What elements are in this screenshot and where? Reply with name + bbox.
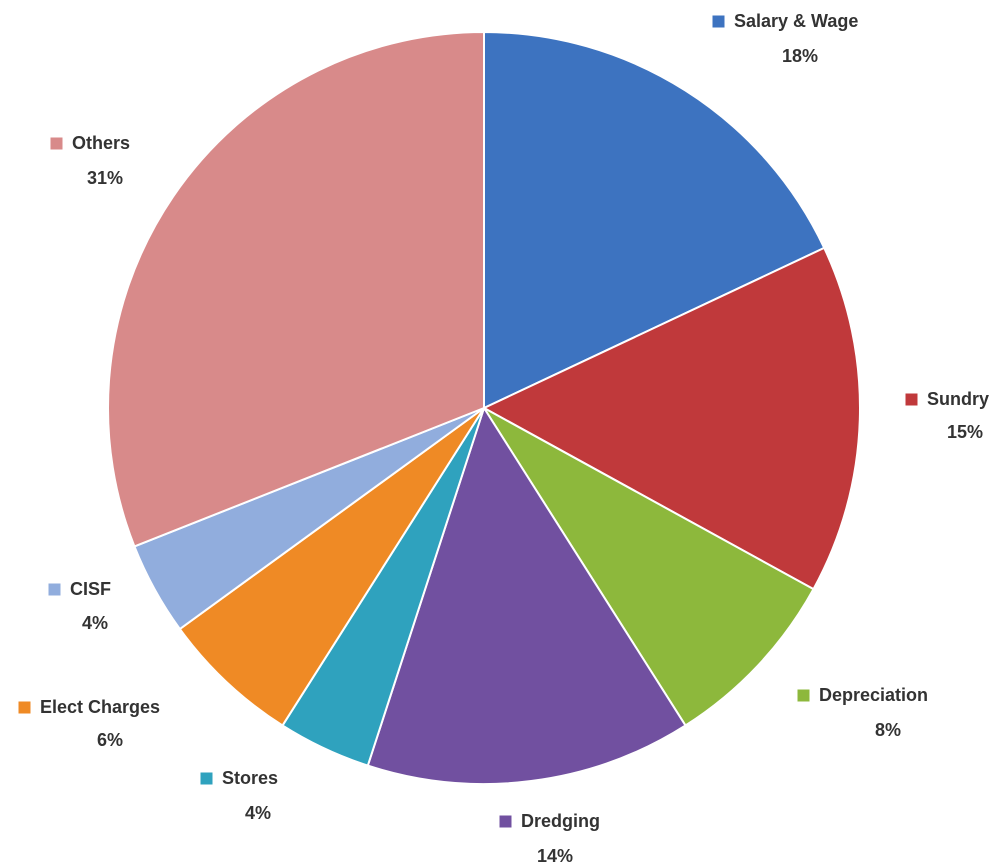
value-label: 4% [82, 613, 108, 633]
legend-swatch [498, 814, 513, 829]
slice-label: Salary & Wage [734, 11, 858, 31]
slice-label: Stores [222, 768, 278, 788]
legend-swatch [49, 136, 64, 151]
value-label: 8% [875, 720, 901, 740]
slice-label: Dredging [521, 811, 600, 831]
labels: Salary & Wage 18% Sundry 15% Depreciation 8% D… [17, 11, 989, 866]
pie [107, 30, 861, 785]
slice-label: Sundry [927, 389, 989, 409]
value-label: 6% [97, 730, 123, 750]
slice-label: CISF [70, 579, 111, 599]
pie-slice [366, 405, 687, 785]
legend-swatch [904, 392, 919, 407]
pie-slice [483, 407, 815, 727]
legend-swatch [47, 582, 62, 597]
slice-label: Elect Charges [40, 697, 160, 717]
legend-swatch [199, 771, 214, 786]
value-label: 15% [947, 422, 983, 442]
legend-swatch [711, 14, 726, 29]
value-label: 31% [87, 168, 123, 188]
slice-label: Depreciation [819, 685, 928, 705]
value-label: 14% [537, 846, 573, 866]
value-label: 18% [782, 46, 818, 66]
slice-label: Others [72, 133, 130, 153]
pie-slice [107, 30, 485, 548]
legend-swatch [796, 688, 811, 703]
value-label: 4% [245, 803, 271, 823]
pie-slice [483, 30, 826, 410]
pie-slice [481, 246, 861, 591]
pie-slice [178, 407, 485, 727]
legend-swatch [17, 700, 32, 715]
